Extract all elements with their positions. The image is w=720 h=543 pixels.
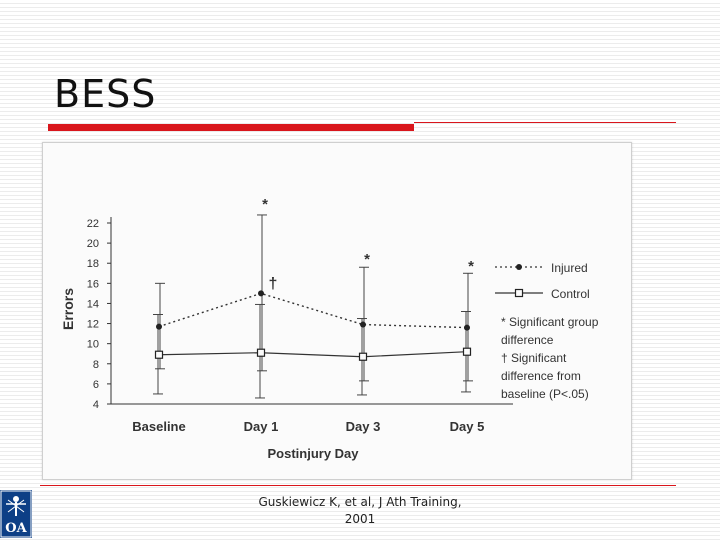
legend-note: baseline (P<.05)	[501, 387, 589, 401]
point-control	[154, 350, 164, 359]
bess-chart: 4 6 8 10 12 14 16 18 20 22 Errors Baseline Day 1 Day …	[60, 196, 599, 461]
x-tick-label: Day 5	[450, 419, 485, 434]
y-tick-label: 6	[93, 379, 99, 391]
y-tick-label: 22	[87, 218, 99, 230]
y-tick-label: 8	[93, 359, 99, 371]
legend-label-injured: Injured	[551, 261, 588, 275]
citation-line-2: 2001	[344, 512, 376, 526]
y-tick-label: 20	[87, 238, 99, 250]
asterisk-annotation: *	[364, 251, 370, 268]
y-tick-label: 10	[87, 339, 99, 351]
oa-logo: OA	[0, 490, 32, 538]
series-line-control	[158, 351, 468, 358]
asterisk-annotation: *	[262, 196, 268, 213]
y-tick-label: 12	[87, 319, 99, 331]
legend-note: * Significant group	[501, 315, 599, 329]
legend-note: † Significant	[501, 351, 567, 365]
point-control	[462, 347, 472, 356]
legend-marker	[516, 264, 522, 270]
legend-marker	[514, 288, 524, 298]
asterisk-annotation: *	[468, 258, 474, 275]
x-axis-label: Postinjury Day	[267, 446, 359, 461]
chart-panel: 4 6 8 10 12 14 16 18 20 22 Errors Baseline Day 1 Day …	[42, 142, 632, 480]
logo-icon: OA	[0, 490, 32, 538]
y-axis-label: Errors	[60, 288, 76, 330]
y-tick-label: 4	[93, 399, 99, 411]
point-injured	[258, 290, 264, 297]
y-tick-label: 18	[87, 258, 99, 270]
svg-text:OA: OA	[5, 521, 27, 536]
citation: Guskiewicz K, et al, J Ath Training, 200…	[230, 494, 490, 528]
point-injured	[464, 324, 470, 331]
footer-rule	[40, 485, 676, 486]
point-control	[256, 348, 266, 357]
point-injured	[360, 321, 366, 328]
x-tick-label: Baseline	[132, 419, 185, 434]
x-tick-label: Day 3	[346, 419, 381, 434]
dagger-annotation: †	[269, 275, 278, 292]
y-tick-label: 16	[87, 278, 99, 290]
slide-title: BESS	[54, 72, 157, 116]
point-injured	[156, 323, 162, 330]
citation-line-1: Guskiewicz K, et al, J Ath Training,	[258, 495, 462, 509]
legend-label-control: Control	[551, 287, 590, 301]
legend-note: difference	[501, 333, 554, 347]
y-tick-label: 14	[87, 298, 99, 310]
x-tick-label: Day 1	[244, 419, 279, 434]
point-control	[358, 352, 368, 361]
series-line-injured	[158, 292, 468, 329]
legend-note: difference from	[501, 369, 581, 383]
title-rule-thin	[414, 122, 676, 123]
title-underline	[48, 124, 414, 131]
